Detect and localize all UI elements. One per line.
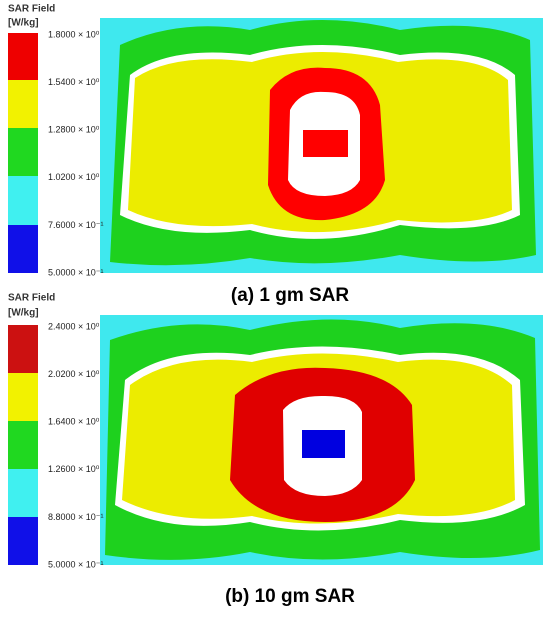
caption: (b) 10 gm SAR [225,586,355,607]
colorbar-a [8,33,38,273]
colorbar-tick-label: 2.0200 × 10⁰ [48,369,100,379]
colorbar-tick-label: 7.6000 × 10⁻¹ [48,220,104,230]
colorbar-tick-label: 8.8000 × 10⁻¹ [48,512,104,522]
colorbar-unit: [W/kg] [8,308,39,319]
colorbar-title: SAR Field [8,293,55,304]
colorbar-tick-label: 5.0000 × 10⁻¹ [48,267,104,277]
colorbar-tick-label: 1.6400 × 10⁰ [48,417,100,427]
colorbar-b [8,325,38,565]
colorbar-tick-label: 1.2600 × 10⁰ [48,464,100,474]
caption: (a) 1 gm SAR [231,285,350,306]
colorbar-tick-label: 1.0200 × 10⁰ [48,172,100,182]
colorbar-tick-label: 1.5400 × 10⁰ [48,77,100,87]
colorbar-tick-label: 5.0000 × 10⁻¹ [48,559,104,569]
colorbar-tick-label: 1.8000 × 10⁰ [48,29,100,39]
colorbar-tick-label: 2.4000 × 10⁰ [48,321,100,331]
sar-map-b [100,315,543,565]
colorbar-title: SAR Field [8,4,55,15]
colorbar-tick-label: 1.2800 × 10⁰ [48,125,100,135]
colorbar-unit: [W/kg] [8,18,39,29]
sar-map-a [100,18,543,273]
